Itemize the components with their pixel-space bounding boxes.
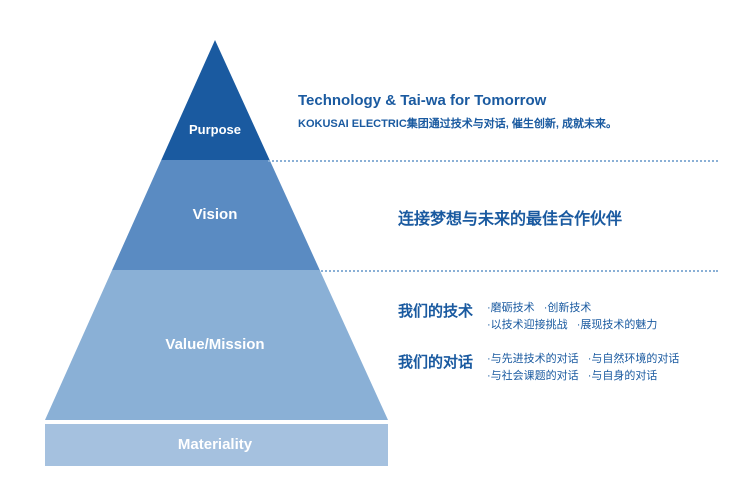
purpose-title: Technology & Tai-wa for Tomorrow — [298, 92, 718, 109]
tier-label-vision: Vision — [115, 206, 315, 223]
bullet: ·展现技术的魅力 — [577, 317, 658, 334]
bullet: ·磨砺技术 — [487, 300, 535, 317]
value-group2-heading: 我们的对话 — [398, 351, 473, 372]
tier-label-materiality: Materiality — [115, 436, 315, 453]
tier-label-purpose: Purpose — [155, 122, 275, 137]
vision-description: 连接梦想与未来的最佳合作伙伴 — [398, 205, 718, 229]
value-description: 我们的技术 ·磨砺技术 ·创新技术 ·以技术迎接挑战 ·展现技术的魅力 我们的对… — [398, 300, 738, 384]
diagram-canvas: Purpose Vision Value/Mission Materiality… — [0, 0, 750, 500]
purpose-subtitle: KOKUSAI ELECTRIC集团通过技术与对话, 催生创新, 成就未来。 — [298, 115, 718, 131]
bullet: ·与自身的对话 — [588, 368, 658, 385]
bullet: ·以技术迎接挑战 — [487, 317, 568, 334]
divider-dotted-2 — [318, 270, 718, 272]
purpose-description: Technology & Tai-wa for Tomorrow KOKUSAI… — [298, 92, 718, 131]
divider-dotted-1 — [268, 160, 718, 162]
tier-label-value-mission: Value/Mission — [115, 336, 315, 353]
bullet: ·与社会课题的对话 — [487, 368, 579, 385]
bullet: ·与自然环境的对话 — [588, 351, 680, 368]
value-group2-bullets: ·与先进技术的对话 ·与自然环境的对话 ·与社会课题的对话 ·与自身的对话 — [487, 351, 685, 384]
pyramid-svg — [0, 0, 750, 500]
value-group1-bullets: ·磨砺技术 ·创新技术 ·以技术迎接挑战 ·展现技术的魅力 — [487, 300, 663, 333]
bullet: ·创新技术 — [544, 300, 592, 317]
vision-title: 连接梦想与未来的最佳合作伙伴 — [398, 205, 718, 229]
bullet: ·与先进技术的对话 — [487, 351, 579, 368]
value-group1-heading: 我们的技术 — [398, 300, 473, 321]
